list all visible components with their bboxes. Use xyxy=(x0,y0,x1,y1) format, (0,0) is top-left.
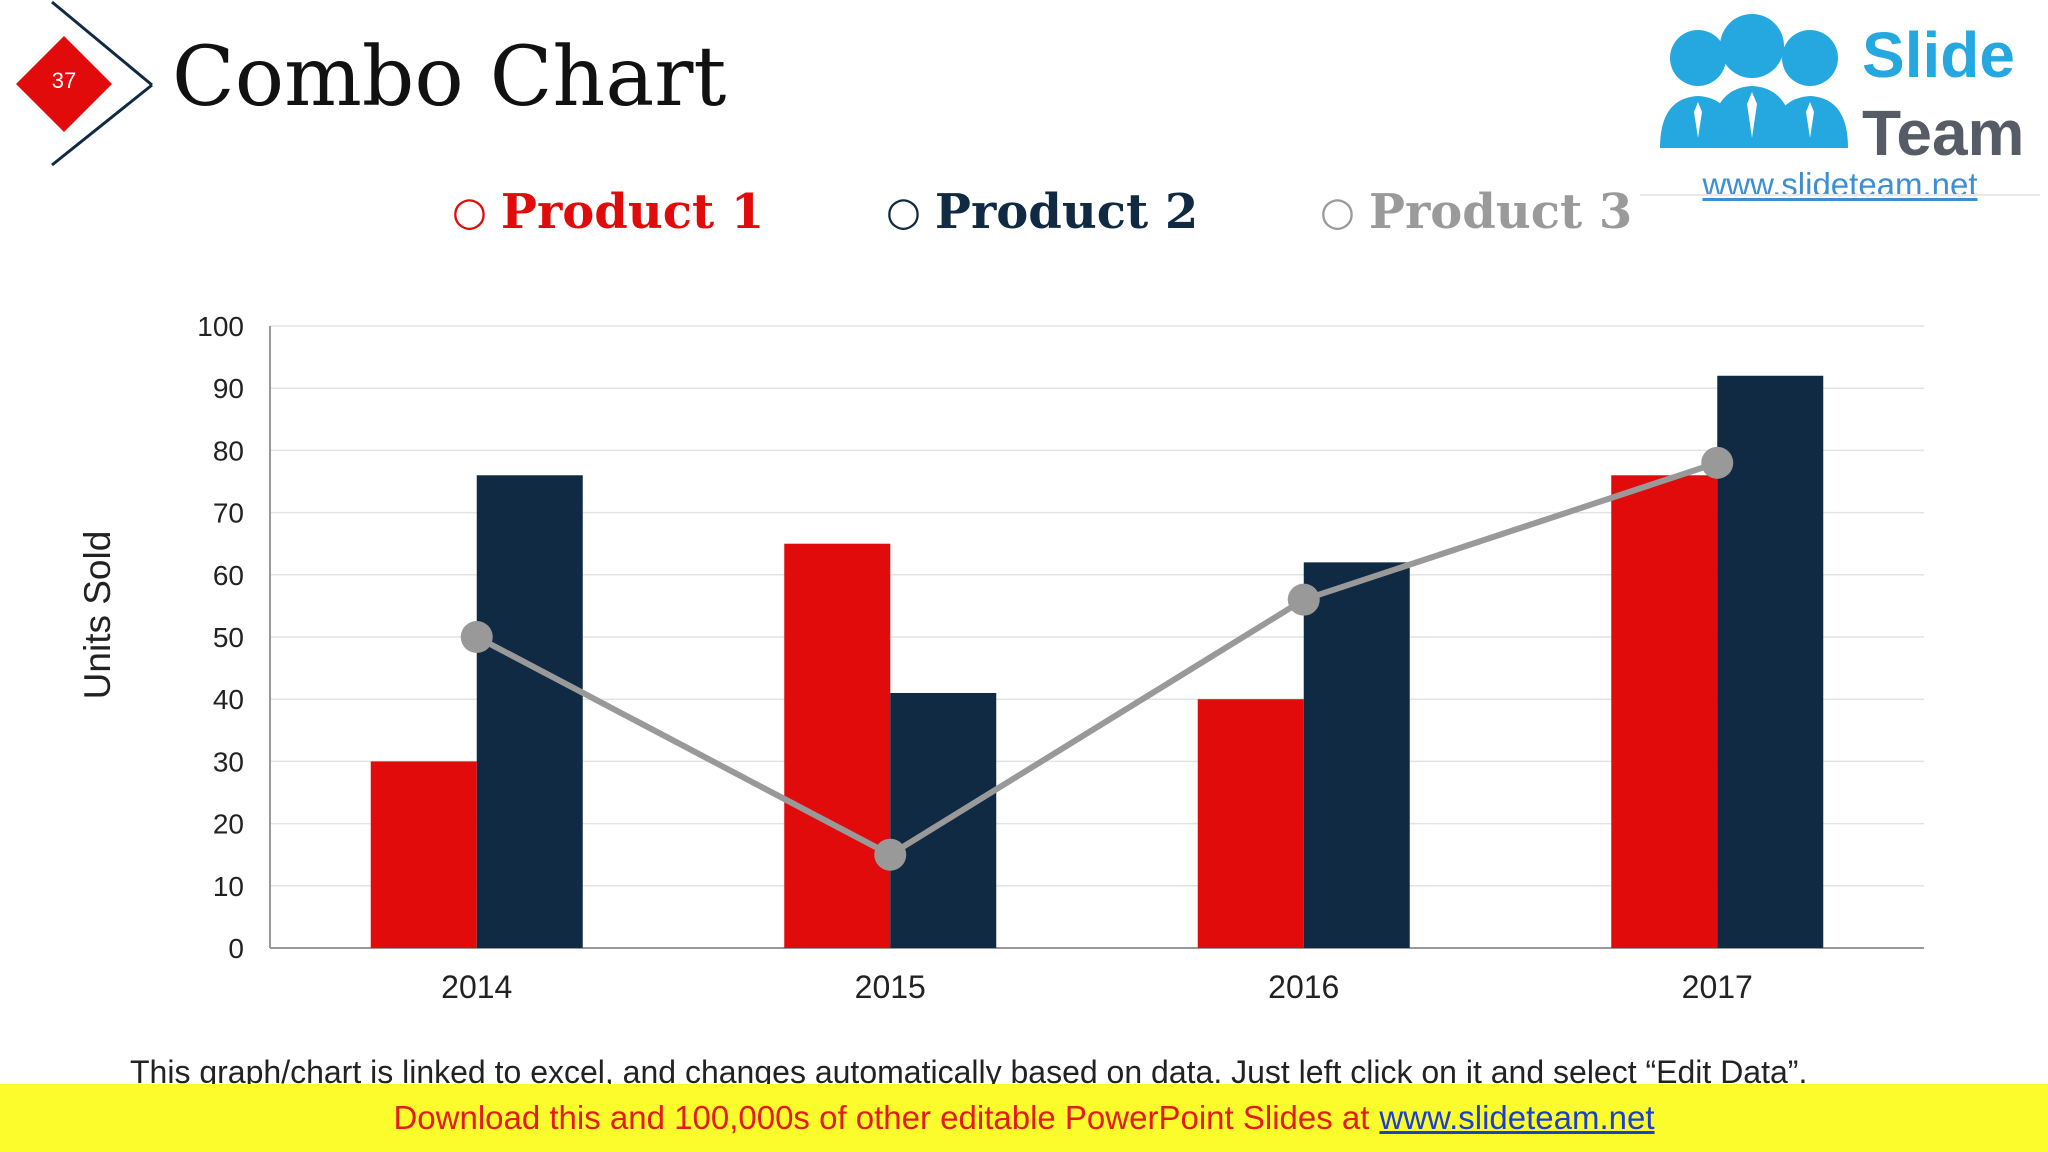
legend-label: Product 3 xyxy=(1368,184,1633,240)
y-tick-label: 70 xyxy=(213,498,244,529)
y-tick-label: 40 xyxy=(213,684,244,715)
logo-divider xyxy=(1640,194,2040,196)
y-tick-label: 20 xyxy=(213,809,244,840)
banner-link[interactable]: www.slideteam.net xyxy=(1379,1099,1655,1136)
y-tick-label: 60 xyxy=(213,560,244,591)
x-tick-label: 2014 xyxy=(441,969,512,1005)
line-series-product-3 xyxy=(475,459,1719,858)
legend-item-product-1[interactable]: ○ Product 1 xyxy=(452,182,764,242)
line-point-product-3[interactable] xyxy=(874,838,907,871)
page-title: Combo Chart xyxy=(172,30,727,125)
legend-item-product-2[interactable]: ○ Product 2 xyxy=(886,182,1198,242)
legend-circle-icon: ○ xyxy=(1320,189,1355,235)
logo-word-slide: Slide xyxy=(1862,19,2015,91)
line-point-product-3[interactable] xyxy=(1701,446,1734,479)
x-tick-label: 2015 xyxy=(855,969,926,1005)
legend-item-product-3[interactable]: ○ Product 3 xyxy=(1320,182,1632,242)
bar-product-2[interactable] xyxy=(1717,375,1824,948)
bar-product-2[interactable] xyxy=(1303,562,1410,948)
y-tick-label: 100 xyxy=(197,311,244,342)
logo-url-link[interactable]: www.slideteam.net xyxy=(1702,166,1978,203)
legend-circle-icon: ○ xyxy=(886,189,921,235)
slide-badge xyxy=(16,0,153,167)
y-tick-label: 50 xyxy=(213,622,244,653)
bar-product-2[interactable] xyxy=(476,475,583,948)
logo-word-team: Team xyxy=(1862,97,2025,169)
legend-circle-icon: ○ xyxy=(452,189,487,235)
slide-number: 37 xyxy=(51,68,77,93)
slideteam-logo-icon xyxy=(1660,14,1848,148)
banner-text: Download this and 100,000s of other edit… xyxy=(393,1099,1370,1136)
y-tick-label: 80 xyxy=(213,435,244,466)
y-axis-title: Units Sold xyxy=(77,530,118,700)
bar-product-1[interactable] xyxy=(784,543,891,948)
bar-product-1[interactable] xyxy=(370,761,477,948)
x-tick-label: 2017 xyxy=(1682,969,1753,1005)
line-point-product-3[interactable] xyxy=(1287,583,1320,616)
line-point-product-3[interactable] xyxy=(460,621,493,653)
legend-label: Product 2 xyxy=(934,184,1199,240)
legend-label: Product 1 xyxy=(500,184,765,240)
y-tick-label: 90 xyxy=(213,373,244,404)
download-banner: Download this and 100,000s of other edit… xyxy=(0,1084,2048,1152)
combo-chart[interactable]: 0 10 20 30 40 50 60 70 80 90 100 2014 2015 2016 2017 xyxy=(0,0,2048,1040)
bar-product-1[interactable] xyxy=(1197,699,1304,948)
y-tick-label: 10 xyxy=(213,871,244,902)
badge-diamond xyxy=(16,36,112,132)
x-tick-label: 2016 xyxy=(1268,969,1339,1005)
y-tick-label: 0 xyxy=(228,933,244,964)
bar-product-1[interactable] xyxy=(1611,475,1718,948)
y-tick-label: 30 xyxy=(213,746,244,777)
